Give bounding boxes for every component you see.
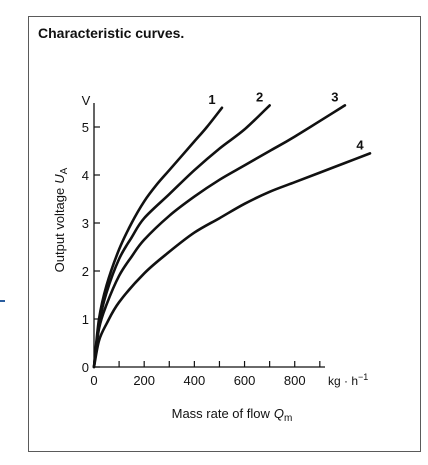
page-edge-fragment <box>0 300 5 306</box>
curve-label-1: 1 <box>208 92 215 107</box>
curve-2 <box>92 104 271 369</box>
axes <box>93 103 325 368</box>
x-tick-label: 600 <box>234 373 256 388</box>
curve-label-2: 2 <box>256 89 263 104</box>
y-tick-label: 5 <box>82 120 89 135</box>
curve-label-3: 3 <box>331 89 338 104</box>
curves: 1 2 3 4 <box>92 89 372 369</box>
chart-title: Characteristic curves. <box>38 25 185 41</box>
x-axis-title-subscript: m <box>284 413 292 424</box>
y-axis-title-text: Output voltage <box>52 188 67 273</box>
y-axis-title-symbol: U <box>52 174 67 184</box>
y-axis-title-subscript: A <box>59 167 70 174</box>
y-tick-label: 0 <box>82 360 89 375</box>
curve-label-4: 4 <box>356 137 364 152</box>
y-tick-label: 3 <box>82 216 89 231</box>
x-unit-exponent: −1 <box>358 372 368 382</box>
x-axis-title: Mass rate of flow Qm <box>172 406 293 424</box>
curve-1 <box>92 106 224 369</box>
y-unit-label: V <box>82 93 91 108</box>
x-ticks: 0 200 400 600 800 <box>90 361 321 388</box>
x-axis-title-symbol: Q <box>274 406 284 421</box>
y-tick-label: 4 <box>82 168 89 183</box>
x-unit-text: kg · h <box>328 374 358 388</box>
x-unit-label: kg · h−1 <box>328 372 368 388</box>
y-tick-label: 1 <box>82 312 89 327</box>
y-axis-title: Output voltage UA <box>52 167 70 272</box>
x-axis-title-text: Mass rate of flow <box>172 406 271 421</box>
x-tick-label: 0 <box>90 373 97 388</box>
x-tick-label: 400 <box>184 373 206 388</box>
curve-3 <box>92 104 347 369</box>
y-tick-label: 2 <box>82 264 89 279</box>
curve-4 <box>92 152 372 369</box>
x-tick-label: 800 <box>284 373 306 388</box>
y-ticks: 0 1 2 3 4 5 <box>82 120 100 375</box>
x-tick-label: 200 <box>133 373 155 388</box>
